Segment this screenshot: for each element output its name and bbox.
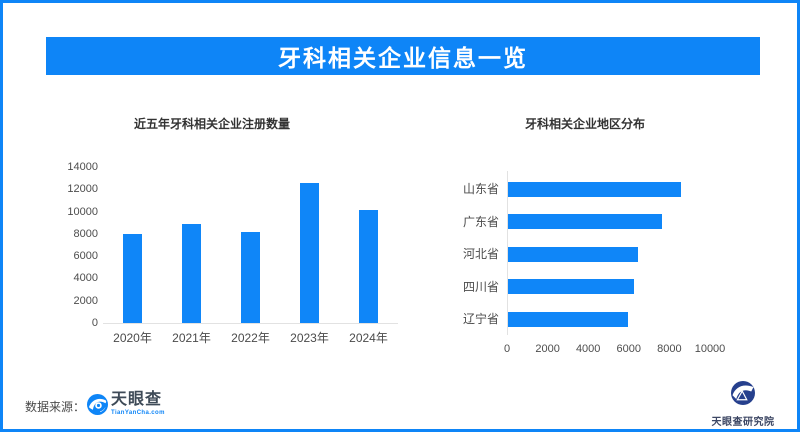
category-label-河北省: 河北省: [462, 247, 499, 261]
x-axis-tick-label: 2020年: [113, 331, 152, 345]
regions-chart-title: 牙科相关企业地区分布: [525, 117, 646, 131]
regions-plot: [507, 171, 720, 335]
x-axis-tick-label: 2022年: [231, 331, 270, 345]
category-label-山东省: 山东省: [462, 182, 499, 196]
regions-labels: 山东省广东省河北省四川省辽宁省: [443, 171, 499, 335]
x-axis-tick-label: 4000: [575, 343, 601, 355]
registrations-chart-title: 近五年牙科相关企业注册数量: [134, 117, 291, 131]
x-axis-tick-label: 2021年: [172, 331, 211, 345]
x-axis-tick-label: 8000: [657, 343, 682, 355]
x-axis-tick-label: 10000: [694, 343, 726, 355]
bar-山东省: [508, 181, 681, 197]
y-axis-tick-label: 14000: [67, 161, 98, 173]
bar-河北省: [508, 246, 638, 262]
y-axis-tick-label: 10000: [67, 205, 98, 218]
regions-xaxis: 0 2000 4000 6000 8000 10000: [504, 343, 725, 357]
data-source-label: 数据来源：: [25, 400, 86, 414]
y-axis-tick-label: 2000: [73, 294, 98, 307]
bar-2024年: [359, 209, 378, 323]
regions-chart: 牙科相关企业地区分布 山东省广东省河北省四川省辽宁省 0 2000 4000 6000…: [443, 103, 773, 363]
y-axis-tick-label: 4000: [73, 272, 98, 285]
bar-2020年: [123, 233, 142, 323]
x-axis-tick-label: 2024年: [349, 331, 388, 345]
bar-广东省: [508, 214, 663, 229]
tianyancha-research-icon: [731, 381, 755, 405]
category-label-四川省: 四川省: [462, 279, 499, 294]
bar-四川省: [508, 279, 634, 294]
y-axis-tick-label: 8000: [73, 227, 98, 240]
x-axis-tick-label: 6000: [616, 343, 642, 355]
bar-辽宁省: [508, 311, 628, 327]
bar-2023年: [300, 182, 319, 323]
registrations-chart: 近五年牙科相关企业注册数量 0 2000 4000 6000 8000 10000 1200…: [58, 103, 403, 358]
tianyancha-logo-text: 天眼查 TianYanCha.com: [111, 391, 165, 417]
x-axis-tick-label: 2023年: [290, 331, 329, 345]
registrations-xaxis: 2020年 2021年 2022年 2023年 2024年: [103, 331, 398, 347]
x-axis-tick-label: 0: [503, 343, 511, 355]
tianyancha-logo: 天眼查 TianYanCha.com: [87, 391, 165, 417]
research-institute-name: 天眼查研究院: [711, 417, 775, 428]
tianyancha-domain: TianYanCha.com: [111, 410, 165, 416]
tianyancha-eye-icon: [87, 394, 108, 415]
registrations-yaxis: 0 2000 4000 6000 8000 10000 12000 14000: [58, 103, 98, 353]
tianyancha-research-logo: 天眼查研究院: [701, 381, 785, 428]
title-banner: 牙科相关企业信息一览: [46, 37, 760, 75]
x-axis-tick-label: 2000: [535, 343, 560, 355]
bar-2021年: [182, 223, 201, 323]
category-label-广东省: 广东省: [462, 214, 499, 229]
y-axis-tick-label: 6000: [73, 250, 98, 263]
y-axis-tick-label: 0: [91, 317, 98, 329]
registrations-plot: [103, 167, 398, 324]
y-axis-tick-label: 12000: [67, 183, 98, 196]
tianyancha-name: 天眼查: [111, 391, 163, 408]
category-label-辽宁省: 辽宁省: [462, 312, 499, 326]
bar-2022年: [241, 232, 260, 323]
page-title: 牙科相关企业信息一览: [278, 45, 528, 71]
